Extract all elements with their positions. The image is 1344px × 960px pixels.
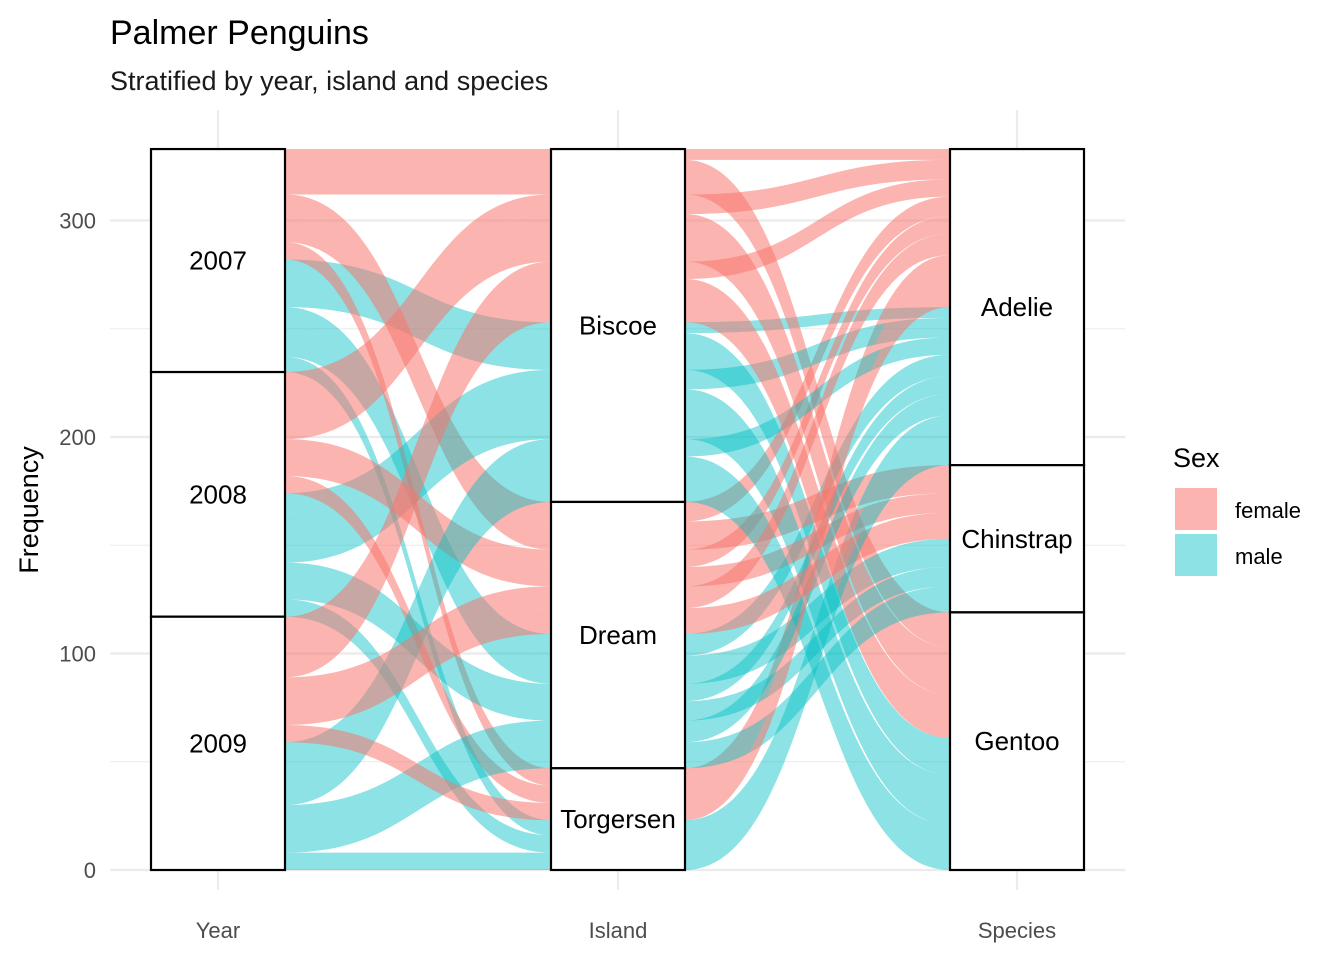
flow-dream-adelie-female: [685, 233, 950, 609]
stratum-label-2008: 2008: [189, 479, 247, 509]
flow-torgersen-adelie-female: [685, 272, 950, 803]
strata-layer: [149, 147, 1086, 872]
x-tick-label-species: Species: [978, 918, 1056, 943]
stratum-adelie: [948, 147, 1086, 467]
flow-torgersen-adelie-female: [685, 289, 950, 821]
flow-dream-adelie-female: [685, 216, 950, 567]
y-tick-label: 100: [59, 642, 96, 667]
x-tick-label-year: Year: [196, 918, 240, 943]
flow-2007-dream-female: [285, 214, 551, 550]
stratum-label-dream: Dream: [579, 620, 657, 650]
stratum-2008: [149, 370, 287, 618]
flow-dream-chinstrap-female: [685, 512, 950, 635]
flow-2007-dream-female: [285, 194, 551, 522]
stratum-2009: [149, 615, 287, 872]
flow-2009-biscoe-female: [285, 261, 551, 635]
flow-biscoe-adelie-male: [685, 337, 950, 457]
y-axis-ticks: 0 100 200 300: [59, 209, 96, 884]
flow-2009-dream-female: [285, 586, 551, 699]
flow-2009-biscoe-female: [285, 278, 551, 678]
stratum-biscoe: [549, 147, 687, 504]
flow-torgersen-adelie-male: [685, 415, 950, 836]
flow-2008-biscoe-female: [285, 194, 551, 392]
stratum-2007: [149, 147, 287, 374]
flow-2008-dream-female: [285, 439, 551, 567]
flows-layer: [285, 149, 950, 870]
y-tick-label: 0: [84, 858, 96, 883]
flow-biscoe-gentoo-male: [685, 389, 950, 825]
stratum-label-2007: 2007: [189, 246, 247, 276]
stratum-label-torgersen: Torgersen: [560, 804, 676, 834]
y-tick-label: 200: [59, 425, 96, 450]
flow-2009-biscoe-male: [285, 439, 551, 760]
y-axis-title: Frequency: [14, 446, 44, 574]
flow-2009-dream-male: [285, 742, 551, 853]
flow-biscoe-adelie-female: [685, 159, 950, 215]
stratum-label-chinstrap: Chinstrap: [961, 524, 1072, 554]
stratum-torgersen: [549, 767, 687, 872]
flow-dream-chinstrap-male: [685, 586, 950, 769]
legend-label-male: male: [1235, 544, 1283, 569]
stratum-gentoo: [948, 611, 1086, 872]
legend-key-female: [1175, 488, 1217, 530]
chart-subtitle: Stratified by year, island and species: [110, 66, 548, 96]
legend-key-male: [1175, 534, 1217, 576]
flow-torgersen-adelie-male: [685, 430, 950, 853]
stratum-chinstrap: [948, 464, 1086, 614]
flow-biscoe-adelie-female: [685, 149, 950, 160]
stratum-dream: [549, 500, 687, 770]
stratum-labels: 2007 2008 2009 Biscoe Dream Torgersen Adelie Ch…: [189, 246, 1073, 835]
flow-biscoe-gentoo-female: [685, 159, 950, 648]
legend-title: Sex: [1173, 443, 1220, 473]
x-axis-ticks: Year Island Species: [196, 918, 1056, 943]
flow-2009-torgersen-female: [285, 724, 551, 821]
stratum-label-biscoe: Biscoe: [579, 311, 657, 341]
y-tick-label: 300: [59, 209, 96, 234]
chart-title: Palmer Penguins: [110, 14, 369, 52]
flow-dream-chinstrap-male: [685, 538, 950, 684]
flow-dream-adelie-female: [685, 196, 950, 522]
stratum-label-adelie: Adelie: [981, 292, 1053, 322]
flow-2008-biscoe-female: [285, 214, 551, 440]
flow-torgersen-adelie-male: [685, 447, 950, 870]
flow-dream-chinstrap-male: [685, 566, 950, 721]
flow-2008-dream-female: [285, 456, 551, 587]
stratum-label-2009: 2009: [189, 728, 247, 758]
flow-2007-torgersen-male: [285, 356, 551, 836]
stratum-label-gentoo: Gentoo: [974, 726, 1059, 756]
flow-biscoe-adelie-female: [685, 179, 950, 279]
legend-label-female: female: [1235, 498, 1301, 523]
flow-biscoe-gentoo-female: [685, 214, 950, 695]
flow-2009-dream-female: [285, 608, 551, 725]
flow-biscoe-gentoo-female: [685, 278, 950, 738]
flow-2009-torgersen-male: [285, 852, 551, 870]
flow-2009-biscoe-male: [285, 456, 551, 806]
legend: Sex female male: [1173, 443, 1301, 576]
flow-2007-biscoe-female: [285, 159, 551, 195]
x-tick-label-island: Island: [589, 918, 648, 943]
flow-biscoe-gentoo-male: [685, 456, 950, 870]
flow-2007-biscoe-female: [285, 149, 551, 160]
flow-2008-torgersen-male: [285, 599, 551, 853]
